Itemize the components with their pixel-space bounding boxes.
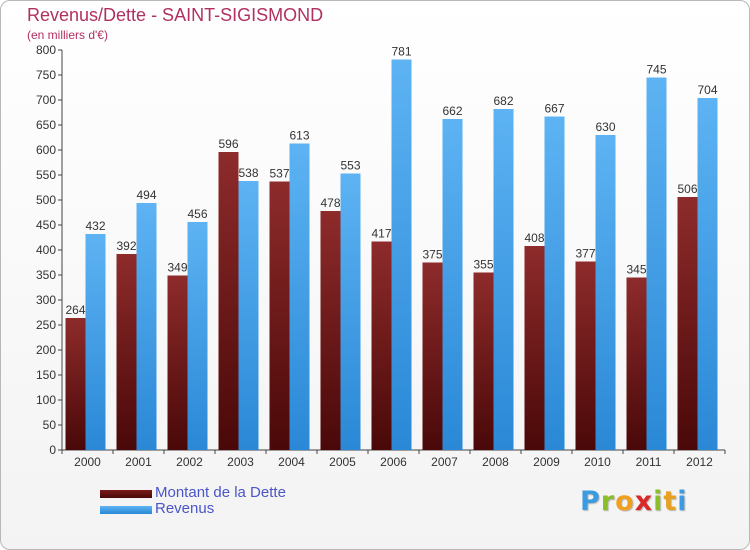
bar-revenus bbox=[391, 59, 412, 450]
data-label-revenus: 745 bbox=[646, 63, 666, 77]
bar-dette bbox=[677, 197, 698, 450]
y-tick-label: 300 bbox=[36, 293, 56, 307]
data-label-revenus: 613 bbox=[289, 129, 309, 143]
proxiti-logo: Proxiti bbox=[580, 486, 688, 517]
data-label-revenus: 432 bbox=[85, 219, 105, 233]
data-label-revenus: 630 bbox=[595, 120, 615, 134]
legend-label-revenus: Revenus bbox=[155, 500, 215, 517]
logo-letter: r bbox=[600, 486, 616, 517]
x-tick-label: 2010 bbox=[584, 455, 611, 469]
bar-dette bbox=[218, 152, 239, 450]
y-tick-label: 350 bbox=[36, 268, 56, 282]
data-label-revenus: 662 bbox=[442, 104, 462, 118]
data-label-dette: 392 bbox=[116, 239, 136, 253]
y-tick-label: 250 bbox=[36, 318, 56, 332]
legend-swatch-dette bbox=[100, 490, 152, 498]
bar-revenus bbox=[187, 222, 208, 450]
x-tick-label: 2003 bbox=[227, 455, 254, 469]
bar-dette bbox=[422, 262, 443, 450]
data-label-dette: 506 bbox=[677, 182, 697, 196]
y-tick-label: 550 bbox=[36, 168, 56, 182]
y-tick-label: 500 bbox=[36, 193, 56, 207]
chart-subtitle: (en milliers d'€) bbox=[27, 28, 108, 42]
x-tick-label: 2006 bbox=[380, 455, 407, 469]
bar-dette bbox=[269, 181, 290, 450]
x-tick-label: 2004 bbox=[278, 455, 305, 469]
x-tick-label: 2001 bbox=[125, 455, 152, 469]
bar-revenus bbox=[340, 173, 361, 450]
x-tick-label: 2009 bbox=[533, 455, 560, 469]
y-tick-label: 50 bbox=[43, 418, 57, 432]
data-label-dette: 349 bbox=[167, 261, 187, 275]
bar-revenus bbox=[85, 234, 106, 450]
legend-swatch-revenus bbox=[100, 506, 152, 514]
data-label-revenus: 494 bbox=[136, 188, 156, 202]
data-label-dette: 355 bbox=[473, 258, 493, 272]
x-tick-label: 2005 bbox=[329, 455, 356, 469]
data-label-revenus: 704 bbox=[697, 83, 717, 97]
data-label-revenus: 682 bbox=[493, 94, 513, 108]
bar-revenus bbox=[493, 109, 514, 450]
data-label-dette: 417 bbox=[371, 227, 391, 241]
y-tick-label: 200 bbox=[36, 343, 56, 357]
bar-revenus bbox=[136, 203, 157, 450]
bar-revenus bbox=[646, 77, 667, 450]
bar-dette bbox=[371, 241, 392, 450]
x-tick-label: 2012 bbox=[686, 455, 713, 469]
y-tick-label: 700 bbox=[36, 93, 56, 107]
y-tick-label: 650 bbox=[36, 118, 56, 132]
bar-revenus bbox=[289, 143, 310, 450]
data-label-dette: 596 bbox=[218, 137, 238, 151]
y-tick-label: 150 bbox=[36, 368, 56, 382]
bar-dette bbox=[116, 254, 137, 450]
bar-dette bbox=[320, 211, 341, 450]
bar-revenus bbox=[442, 119, 463, 450]
bar-revenus bbox=[238, 181, 259, 450]
x-tick-label: 2002 bbox=[176, 455, 203, 469]
bar-revenus bbox=[544, 116, 565, 450]
logo-letter: P bbox=[580, 486, 601, 517]
x-tick-label: 2000 bbox=[74, 455, 101, 469]
y-tick-label: 100 bbox=[36, 393, 56, 407]
logo-letter: x bbox=[634, 486, 654, 517]
bar-dette bbox=[473, 272, 494, 450]
legend-label-dette: Montant de la Dette bbox=[155, 484, 286, 501]
data-label-revenus: 781 bbox=[391, 45, 411, 59]
data-label-revenus: 667 bbox=[544, 102, 564, 116]
data-label-revenus: 553 bbox=[340, 159, 360, 173]
bar-dette bbox=[524, 246, 545, 450]
logo-letter: o bbox=[615, 486, 635, 517]
chart-title: Revenus/Dette - SAINT-SIGISMOND bbox=[27, 5, 324, 25]
x-tick-label: 2008 bbox=[482, 455, 509, 469]
x-tick-label: 2007 bbox=[431, 455, 458, 469]
bar-dette bbox=[167, 275, 188, 450]
y-tick-label: 400 bbox=[36, 243, 56, 257]
bar-dette bbox=[575, 261, 596, 450]
data-label-dette: 264 bbox=[65, 303, 85, 317]
data-label-revenus: 538 bbox=[238, 166, 258, 180]
logo-letter: i bbox=[653, 486, 664, 517]
y-tick-label: 600 bbox=[36, 143, 56, 157]
data-label-dette: 478 bbox=[320, 196, 340, 210]
x-tick-label: 2011 bbox=[636, 455, 662, 469]
data-label-dette: 377 bbox=[575, 247, 595, 261]
logo-letter: i bbox=[677, 486, 688, 517]
bar-revenus bbox=[697, 98, 718, 450]
data-label-dette: 537 bbox=[269, 167, 289, 181]
bar-dette bbox=[65, 318, 86, 450]
y-tick-label: 800 bbox=[36, 43, 56, 57]
bar-revenus bbox=[595, 135, 616, 450]
data-label-revenus: 456 bbox=[187, 207, 207, 221]
data-label-dette: 345 bbox=[626, 263, 646, 277]
logo-letter: t bbox=[663, 486, 678, 517]
y-tick-label: 750 bbox=[36, 68, 56, 82]
bar-dette bbox=[626, 277, 647, 450]
data-label-dette: 408 bbox=[524, 231, 544, 245]
y-tick-label: 0 bbox=[49, 443, 56, 457]
y-tick-label: 450 bbox=[36, 218, 56, 232]
data-label-dette: 375 bbox=[422, 248, 442, 262]
